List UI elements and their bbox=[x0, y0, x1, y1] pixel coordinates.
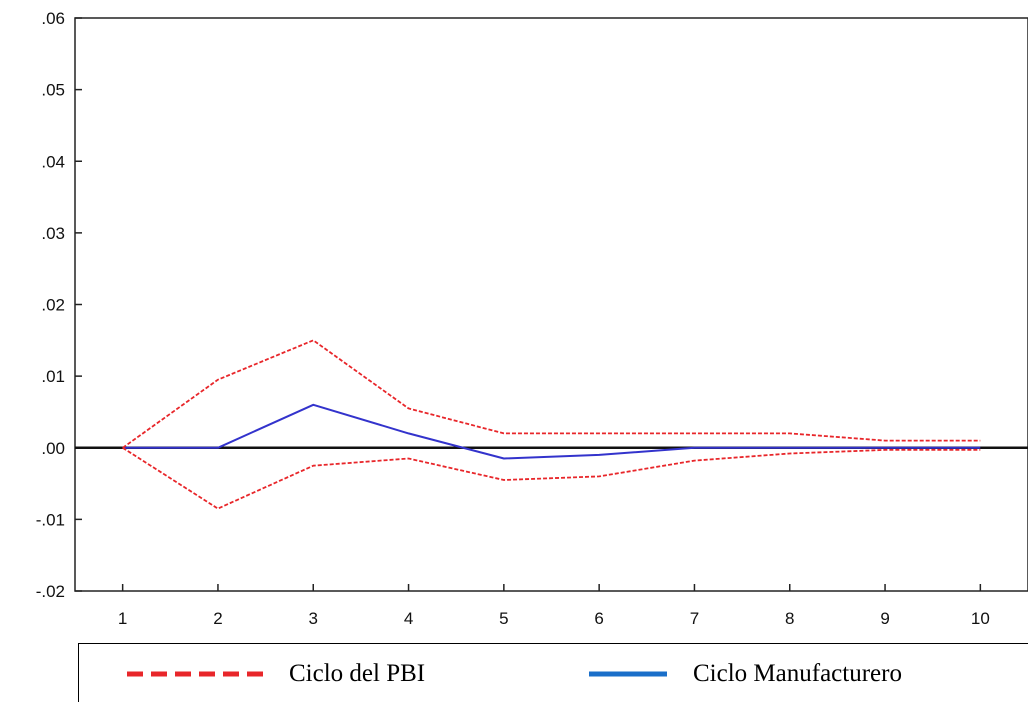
x-tick-label: 5 bbox=[499, 609, 508, 628]
x-tick-label: 1 bbox=[118, 609, 127, 628]
chart-area: .06 .05 .04 .03 .02 .01 .00 -.01 -.02 1 2 3 4 5 6 7 8 9 10 bbox=[36, 9, 1028, 628]
x-tick-label: 3 bbox=[309, 609, 318, 628]
series-line-pbi-upper bbox=[122, 339, 981, 449]
legend: Ciclo del PBI Ciclo Manufacturero bbox=[78, 643, 1028, 702]
x-tick-label: 4 bbox=[404, 609, 413, 628]
y-tick-label: .03 bbox=[41, 224, 65, 243]
y-tick-label: .06 bbox=[41, 9, 65, 28]
x-tick-label: 7 bbox=[690, 609, 699, 628]
y-tick-label: .04 bbox=[41, 152, 65, 171]
legend-label-manufacturero: Ciclo Manufacturero bbox=[693, 659, 902, 687]
legend-swatch-solid bbox=[589, 671, 667, 676]
series-line-pbi-lower bbox=[122, 447, 981, 510]
series-line-manufacturero bbox=[122, 403, 981, 460]
plot-frame bbox=[74, 17, 1028, 592]
x-tick-label: 8 bbox=[785, 609, 794, 628]
x-tick-label: 2 bbox=[213, 609, 222, 628]
x-tick-label: 6 bbox=[594, 609, 603, 628]
y-tick-label: .02 bbox=[41, 296, 65, 315]
line-chart: .06 .05 .04 .03 .02 .01 .00 -.01 -.02 1 2 3 4 5 6 7 8 9 10 bbox=[36, 9, 1028, 628]
y-tick-label: -.01 bbox=[36, 510, 65, 529]
legend-swatch-dashed bbox=[127, 671, 263, 676]
legend-item-manufacturero: Ciclo Manufacturero bbox=[589, 644, 902, 703]
x-tick-label: 10 bbox=[971, 609, 990, 628]
legend-item-pbi: Ciclo del PBI bbox=[127, 644, 425, 703]
y-tick-label: .05 bbox=[41, 81, 65, 100]
legend-label-pbi: Ciclo del PBI bbox=[289, 659, 426, 687]
x-tick-label: 9 bbox=[880, 609, 889, 628]
y-tick-label: -.02 bbox=[36, 582, 65, 601]
y-tick-label: .01 bbox=[41, 367, 65, 386]
y-tick-label: .00 bbox=[41, 439, 65, 458]
